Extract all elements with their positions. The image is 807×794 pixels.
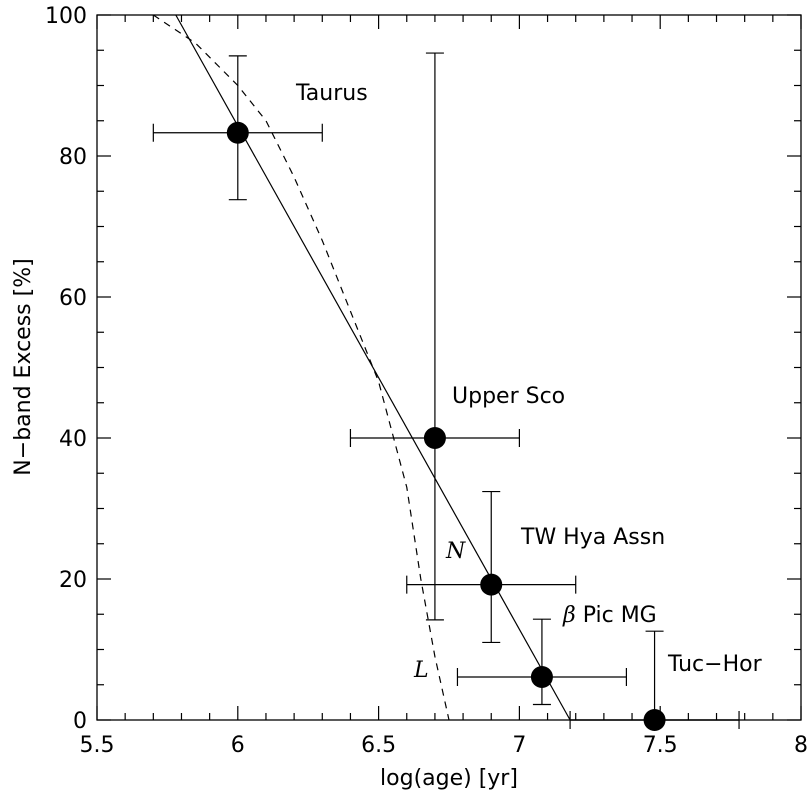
y-tick-label: 60 — [59, 286, 87, 311]
point-label: Upper Sco — [452, 384, 565, 409]
y-tick-label: 40 — [59, 427, 87, 452]
data-point — [530, 665, 553, 688]
point-label: TW Hya Assn — [520, 525, 665, 550]
point-labels: Taurus Upper Sco TW Hya Assn β Pic MG Tuc−Ho… — [295, 81, 763, 677]
curve-label-l: L — [413, 658, 429, 683]
y-tick-label: 20 — [59, 568, 87, 593]
point-label-prefix: β — [562, 603, 583, 628]
point-label-text: Tuc−Hor — [667, 652, 763, 677]
x-tick-label: 6.5 — [361, 733, 396, 758]
x-tick-label: 7 — [512, 733, 526, 758]
point-label: Tuc−Hor — [667, 652, 763, 677]
point-label: β Pic MG — [562, 603, 657, 628]
x-tick-label: 5.5 — [80, 733, 115, 758]
point-label: Taurus — [295, 81, 368, 106]
point-label-text: Upper Sco — [452, 384, 565, 409]
axis-ticks — [96, 14, 802, 721]
x-tick-label: 6 — [231, 733, 245, 758]
point-label-text: Pic MG — [583, 603, 657, 628]
data-point — [423, 427, 446, 449]
x-tick-label: 7.5 — [643, 733, 678, 758]
point-label-text: Taurus — [295, 81, 368, 106]
y-tick-label: 0 — [73, 709, 87, 734]
data-points — [226, 121, 666, 731]
x-tick-label: 8 — [794, 733, 807, 758]
curve-l — [152, 14, 450, 721]
curve-n — [175, 14, 571, 721]
y-tick-label: 100 — [45, 4, 87, 29]
data-point — [226, 121, 249, 144]
data-point — [480, 573, 503, 596]
point-label-text: TW Hya Assn — [520, 525, 665, 550]
curve-label-n: N — [445, 539, 466, 564]
plot-frame — [96, 14, 802, 721]
y-axis-label: N−band Excess [%] — [11, 258, 36, 475]
curve-labels: NL — [413, 539, 466, 683]
x-axis-label: log(age) [yr] — [380, 766, 518, 791]
data-point — [643, 709, 666, 731]
y-tick-label: 80 — [59, 145, 87, 170]
